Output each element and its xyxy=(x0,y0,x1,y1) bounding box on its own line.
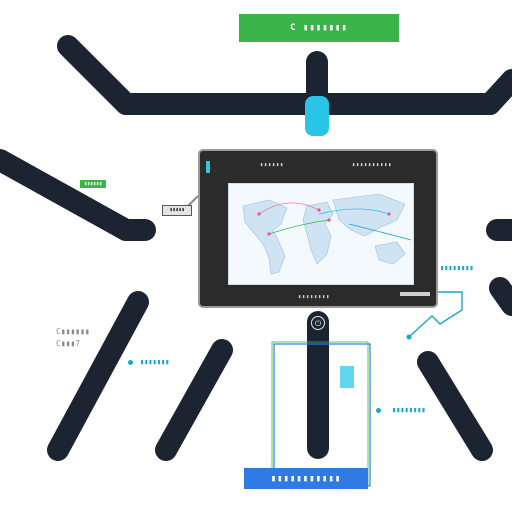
monitor-bottom-indicator xyxy=(400,292,430,296)
bottom-banner[interactable]: ▮▮▮▮▮▮▮▮▮▮▮ xyxy=(244,468,368,489)
left-connector-line xyxy=(187,195,199,207)
lower-mid-left-diagonal-bar xyxy=(155,339,233,461)
monitor-side-indicator xyxy=(206,161,210,173)
right-stub-bar xyxy=(489,277,512,316)
map-marker xyxy=(317,208,321,212)
right-dot-icon xyxy=(376,408,381,413)
map-continent-americas xyxy=(242,199,288,275)
left-gray-chip[interactable]: ▮▮▮▮▮ xyxy=(162,205,192,216)
right-teal-label: ▮▮▮▮▮▮▮▮ xyxy=(440,264,474,272)
map-continent-asia xyxy=(332,193,406,237)
top-right-diagonal-bar xyxy=(479,69,512,115)
left-cyan-label: ▮▮▮▮▮▮▮ xyxy=(140,358,170,366)
top-left-diagonal-bar xyxy=(57,35,137,115)
map-continent-oceania xyxy=(374,241,406,265)
power-symbol: ⏻ xyxy=(314,319,322,328)
top-banner-label: C ▮▮▮▮▮▮▮ xyxy=(290,23,348,33)
left-green-chip[interactable]: ▮▮▮▮▮▮ xyxy=(80,180,106,188)
left-green-chip-label: ▮▮▮▮▮▮ xyxy=(83,181,103,187)
gray-side-label-line1: C▮▮▮▮▮▮ xyxy=(56,327,90,336)
monitor-title: ▮▮▮▮▮▮ xyxy=(260,162,285,168)
cyan-connector-block xyxy=(305,96,329,136)
monitor-caption: ▮▮▮▮▮▮▮▮ xyxy=(298,294,331,300)
gray-side-label-line2: C▮▮▮7 xyxy=(56,339,81,348)
monitor: ▮▮▮▮▮▮ ▮▮▮▮▮▮▮▮▮▮ ▮▮▮ xyxy=(198,149,438,308)
right-cable-end xyxy=(406,334,412,340)
gray-side-label: C▮▮▮▮▮▮ C▮▮▮7 xyxy=(56,326,90,350)
map-route-4 xyxy=(348,223,412,241)
cyan-side-block xyxy=(340,366,354,388)
map-marker xyxy=(267,232,271,236)
map-continent-europe-africa xyxy=(302,201,334,265)
map-marker xyxy=(387,212,391,216)
monitor-status: ▮▮▮▮▮▮▮▮▮▮ xyxy=(352,162,393,168)
lower-left-diagonal-bar xyxy=(47,291,149,461)
right-cyan-label: ▮▮▮▮▮▮▮▮ xyxy=(392,406,426,414)
top-banner: C ▮▮▮▮▮▮▮ xyxy=(239,14,399,42)
monitor-screen[interactable] xyxy=(228,183,414,285)
map-route-1 xyxy=(258,202,320,215)
power-icon[interactable]: ⏻ xyxy=(311,316,325,330)
map-route-2 xyxy=(268,219,330,235)
world-map xyxy=(242,193,412,275)
left-dot-icon xyxy=(128,360,133,365)
lower-right-diagonal-bar xyxy=(417,351,493,461)
map-marker xyxy=(257,212,261,216)
left-gray-chip-label: ▮▮▮▮▮ xyxy=(169,207,185,213)
right-cable xyxy=(409,291,463,337)
bottom-banner-label: ▮▮▮▮▮▮▮▮▮▮▮ xyxy=(270,473,342,484)
map-route-3 xyxy=(318,208,390,215)
map-marker xyxy=(327,218,331,222)
left-diagonal-bar xyxy=(0,149,137,241)
